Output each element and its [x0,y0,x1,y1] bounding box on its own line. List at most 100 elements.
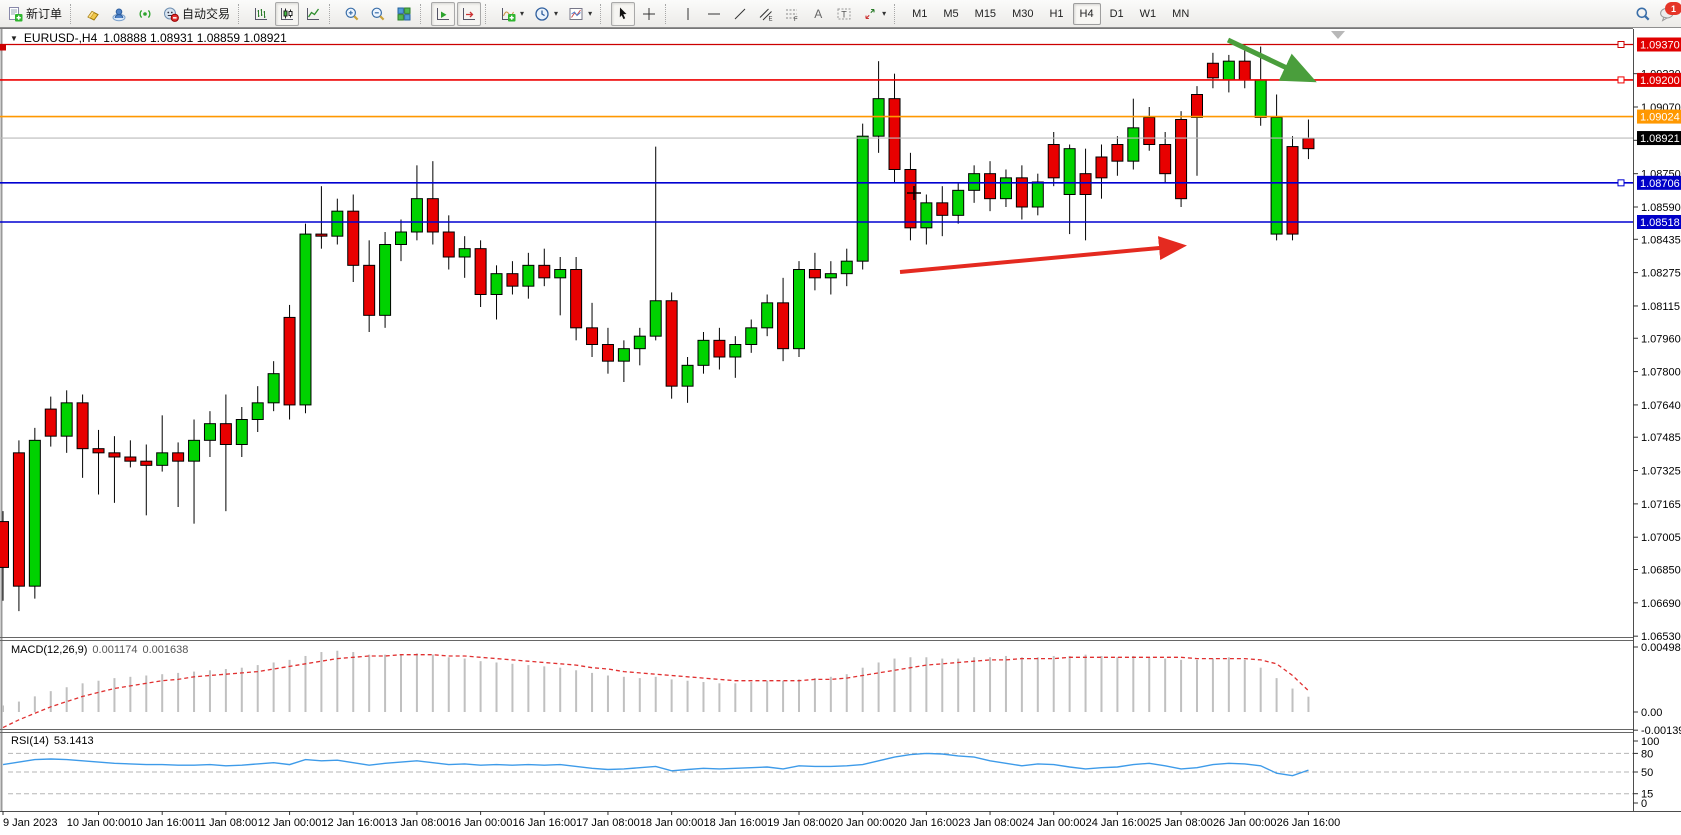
candle [554,269,567,279]
candle [1015,177,1028,208]
accounts-button[interactable] [107,2,131,26]
timeframe-m5-button[interactable]: M5 [936,3,965,25]
crosshair-button[interactable] [637,2,661,26]
candle [267,373,280,404]
plus-marker-object[interactable] [907,186,921,200]
candle [649,300,662,337]
channel-button[interactable]: E [754,2,778,26]
rsi-axis-label: 100 [1641,736,1659,748]
candle [44,408,57,437]
timeframe-m15-button[interactable]: M15 [968,3,1003,25]
zoom-out-button[interactable] [366,2,390,26]
candle [522,264,535,287]
timeframe-m30-button[interactable]: M30 [1005,3,1040,25]
line-handle[interactable] [1617,179,1625,187]
trendline-button[interactable] [728,2,752,26]
time-tick-label: 26 Jan 16:00 [1277,817,1341,829]
candle [617,348,630,362]
red-arrow-object[interactable] [899,236,1187,274]
auto-scroll-icon [437,7,450,20]
vline-button[interactable] [676,2,700,26]
periods-icon [535,6,549,21]
candle [124,456,137,462]
price-badge-label: 1.08706 [1640,178,1680,190]
macd-main-value: 0.001174 [92,644,138,656]
chart-title: ▼ EURUSD-,H4 1.08888 1.08931 1.08859 1.0… [10,31,287,45]
search-button[interactable] [1635,6,1651,22]
candle [458,248,471,258]
chart-shift-marker[interactable] [1331,31,1345,39]
timeframe-h1-button[interactable]: H1 [1042,3,1070,25]
toolbar-right-icons: 1 [1635,0,1681,28]
candle [984,173,997,200]
line-handle[interactable] [1617,41,1625,48]
candle [188,439,201,462]
cursor-button[interactable] [611,1,636,26]
button-label: M30 [1012,7,1034,20]
candle [808,269,821,279]
time-tick-label: 20 Jan 00:00 [831,817,895,829]
candle [570,269,583,329]
templates-icon [569,7,583,20]
price-tick-label: 1.06530 [1641,631,1681,643]
bar-chart-button[interactable] [249,2,273,26]
chevron-down-icon[interactable]: ▾ [588,9,593,18]
tile-windows-button[interactable] [392,2,416,26]
chevron-down-icon[interactable]: ▾ [882,9,887,18]
signals-button[interactable] [133,2,157,26]
line-chart-button[interactable] [301,2,325,26]
candle [681,364,694,387]
candle [203,423,216,441]
toolbar-separator [420,3,427,24]
chart-shift-button[interactable] [457,1,482,26]
time-tick-label: 24 Jan 16:00 [1086,817,1150,829]
gold-button[interactable] [81,2,105,26]
symbol-dropdown-icon[interactable]: ▼ [10,33,18,43]
timeframe-mn-button[interactable]: MN [1165,3,1196,25]
templates-button[interactable]: ▾ [564,2,596,26]
timeframe-d1-button[interactable]: D1 [1103,3,1131,25]
timeframe-w1-button[interactable]: W1 [1133,3,1164,25]
candle [1127,127,1140,162]
tile-windows-icon [397,7,411,21]
price-badge [1637,175,1681,190]
fibonacci-button[interactable]: F [780,2,804,26]
arrows-button[interactable]: ▾ [858,2,890,26]
candle [363,264,376,316]
candle [1079,173,1092,196]
candlestick-icon [281,7,294,20]
svg-text:A: A [814,7,822,21]
line-handle[interactable] [0,44,6,51]
button-label: W1 [1139,7,1157,20]
green-arrow-object[interactable] [1226,37,1317,83]
zoom-out-icon [371,7,385,20]
text-button[interactable]: A [806,2,830,26]
new-order-button[interactable]: 新订单 [3,2,66,26]
chevron-down-icon[interactable]: ▾ [554,9,559,18]
indicators-button[interactable]: ▾ [496,2,528,26]
auto-scroll-button[interactable] [431,1,456,26]
timeframe-m1-button[interactable]: M1 [905,3,934,25]
zoom-in-button[interactable] [340,2,364,26]
candlestick-button[interactable] [275,1,300,26]
time-tick-label: 12 Jan 16:00 [321,817,385,829]
hline-button[interactable] [702,2,726,26]
periods-button[interactable]: ▾ [530,2,562,26]
time-tick-label: 16 Jan 00:00 [449,817,513,829]
candle [0,521,9,568]
chat-button[interactable]: 1 [1659,2,1681,22]
label-button[interactable]: T [832,2,856,26]
candle [729,344,742,358]
price-tick-label: 1.07800 [1641,367,1681,379]
search-icon [1636,7,1650,21]
line-handle[interactable] [1617,76,1625,84]
button-label: M1 [912,7,928,20]
candle [936,202,949,216]
timeframe-h4-button[interactable]: H4 [1072,2,1101,25]
chevron-down-icon[interactable]: ▾ [520,9,525,18]
autotrade-button[interactable]: 自动交易 [159,2,234,26]
price-tick-label: 1.08115 [1641,301,1680,313]
candle [251,402,264,421]
candle [1302,137,1315,150]
